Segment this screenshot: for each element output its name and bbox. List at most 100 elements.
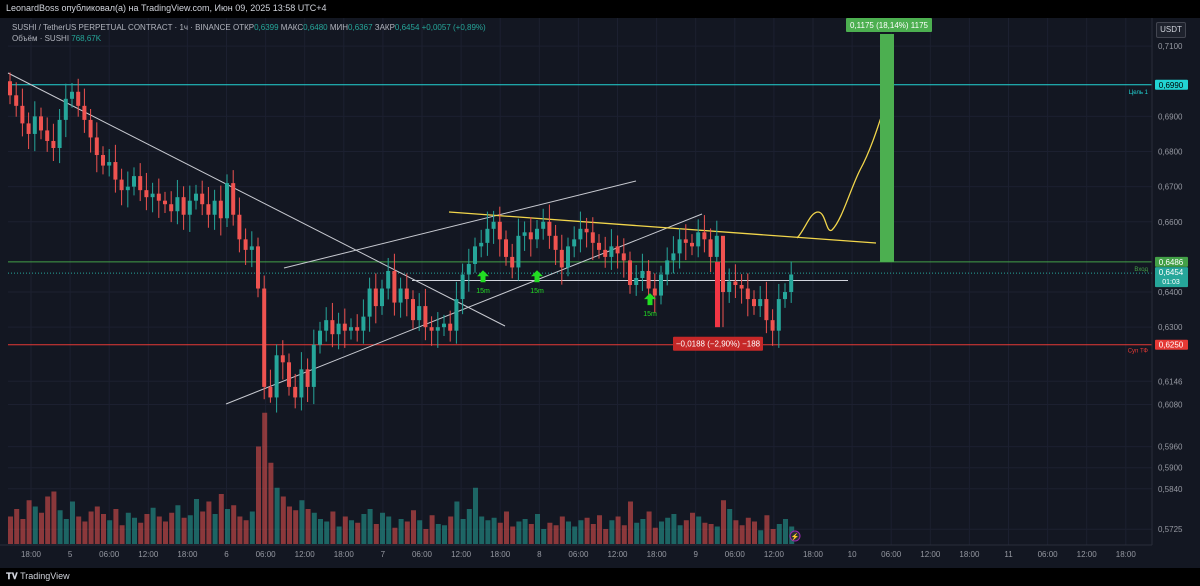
candle-body bbox=[603, 249, 608, 257]
price-tick-label: 0,6600 bbox=[1158, 218, 1183, 227]
lightning-icon bbox=[789, 530, 801, 542]
volume-bar bbox=[175, 505, 181, 544]
candle-body bbox=[39, 116, 43, 131]
volume-bar bbox=[88, 511, 94, 544]
high-value: 0,6480 bbox=[303, 23, 328, 32]
long-position-bar bbox=[880, 34, 894, 262]
volume-label[interactable]: Объём · SUSHI bbox=[12, 34, 70, 43]
tradingview-logo: 𝐓𝐕 TradingView bbox=[6, 571, 70, 582]
candle-body bbox=[758, 299, 763, 307]
candle-body bbox=[460, 274, 465, 300]
volume-bar bbox=[274, 487, 280, 544]
volume-bar bbox=[435, 524, 441, 544]
candle-body bbox=[175, 197, 180, 212]
candle-body bbox=[119, 179, 124, 191]
current-price-badge: 0,6454 bbox=[1159, 268, 1184, 277]
candle-body bbox=[479, 242, 484, 247]
candle-body bbox=[107, 162, 112, 166]
footer-bar bbox=[0, 568, 1200, 586]
volume-bar bbox=[249, 511, 255, 544]
candle-body bbox=[745, 288, 750, 300]
time-tick-label: 18:00 bbox=[1116, 550, 1137, 559]
candle-body bbox=[690, 242, 694, 247]
candle-body bbox=[324, 320, 329, 331]
candle-body bbox=[76, 91, 81, 106]
volume-bar bbox=[70, 501, 75, 544]
candle-body bbox=[578, 228, 583, 240]
candle-body bbox=[218, 200, 223, 219]
trend-drawings[interactable] bbox=[7, 72, 889, 405]
close-value: 0,6454 bbox=[394, 23, 420, 32]
volume-bar bbox=[547, 522, 553, 544]
time-tick-label: 06:00 bbox=[99, 550, 120, 559]
candle-body bbox=[101, 155, 105, 166]
time-tick-label: 8 bbox=[537, 550, 542, 559]
volume-bar bbox=[132, 517, 137, 544]
volume-bar bbox=[94, 506, 100, 544]
price-tick-label: 0,5900 bbox=[1158, 464, 1183, 473]
candle-body bbox=[770, 320, 775, 331]
volume-bar bbox=[82, 521, 88, 544]
candle-body bbox=[187, 200, 192, 215]
volume-bar bbox=[256, 446, 261, 544]
candle-body bbox=[404, 288, 409, 300]
candle-body bbox=[696, 232, 701, 247]
volume-bar bbox=[311, 512, 317, 544]
volume-bar bbox=[739, 525, 745, 544]
candle-body bbox=[20, 105, 25, 124]
publisher-bar: LeonardBoss опубликовал(а) на TradingVie… bbox=[0, 0, 1200, 18]
symbol-name[interactable]: SUSHI / TetherUS PERPETUAL CONTRACT · 1ч… bbox=[12, 23, 231, 32]
volume-bar bbox=[194, 499, 199, 544]
volume-bar bbox=[262, 412, 268, 544]
candle-body bbox=[125, 186, 130, 191]
candle-body bbox=[553, 235, 558, 250]
candle-body bbox=[634, 277, 639, 286]
price-axis[interactable]: 0,7100 0,6900 0,6800 0,6700 0,6600 0,6400 0,63… bbox=[1151, 18, 1188, 545]
candle-body bbox=[609, 246, 614, 257]
volume-bar bbox=[659, 521, 664, 544]
candle-body bbox=[237, 214, 242, 240]
candle-body bbox=[169, 204, 174, 212]
candle-body bbox=[144, 190, 149, 198]
volume-bar bbox=[559, 516, 565, 544]
time-tick-label: 12:00 bbox=[1077, 550, 1098, 559]
candle-body bbox=[132, 176, 136, 187]
candle-body bbox=[163, 200, 167, 205]
candle-body bbox=[473, 246, 477, 264]
candle-body bbox=[349, 327, 353, 331]
candle-body bbox=[510, 256, 515, 268]
candle-body bbox=[739, 285, 744, 289]
volume-bar bbox=[243, 520, 249, 544]
volume-bar bbox=[671, 514, 677, 544]
candle-body bbox=[8, 81, 12, 96]
volume-bar bbox=[783, 519, 788, 544]
volume-bars bbox=[8, 412, 795, 544]
target-price-badge: 0,6990 bbox=[1159, 81, 1184, 90]
candle-body bbox=[435, 327, 440, 331]
candle-body bbox=[646, 270, 651, 289]
candle-body bbox=[535, 228, 539, 240]
candle-body bbox=[628, 260, 632, 286]
volume-bar bbox=[287, 506, 292, 544]
currency-button[interactable]: USDT bbox=[1156, 22, 1186, 38]
time-axis[interactable]: 18:00 5 06:00 12:00 18:00 6 06:00 12:00 18:00 7 06… bbox=[0, 544, 1152, 559]
candle-body bbox=[454, 299, 459, 331]
volume-bar bbox=[516, 521, 522, 544]
legend-symbol-row: SUSHI / TetherUS PERPETUAL CONTRACT · 1ч… bbox=[12, 23, 486, 32]
change-value: +0,0057 (+0,89%) bbox=[421, 23, 486, 32]
candle-body bbox=[764, 299, 769, 321]
volume-bar bbox=[590, 524, 596, 544]
candle-body bbox=[299, 369, 304, 398]
signal-label: 15m bbox=[476, 288, 490, 295]
volume-bar bbox=[572, 526, 578, 544]
projected-path bbox=[796, 95, 889, 239]
volume-bar bbox=[206, 501, 212, 544]
candle-body bbox=[330, 320, 335, 335]
signal-label: 15m bbox=[643, 311, 657, 318]
volume-bar bbox=[373, 524, 379, 544]
candle-body bbox=[559, 249, 564, 268]
grid bbox=[0, 18, 1200, 568]
candle-body bbox=[417, 306, 422, 321]
volume-bar bbox=[200, 511, 206, 544]
